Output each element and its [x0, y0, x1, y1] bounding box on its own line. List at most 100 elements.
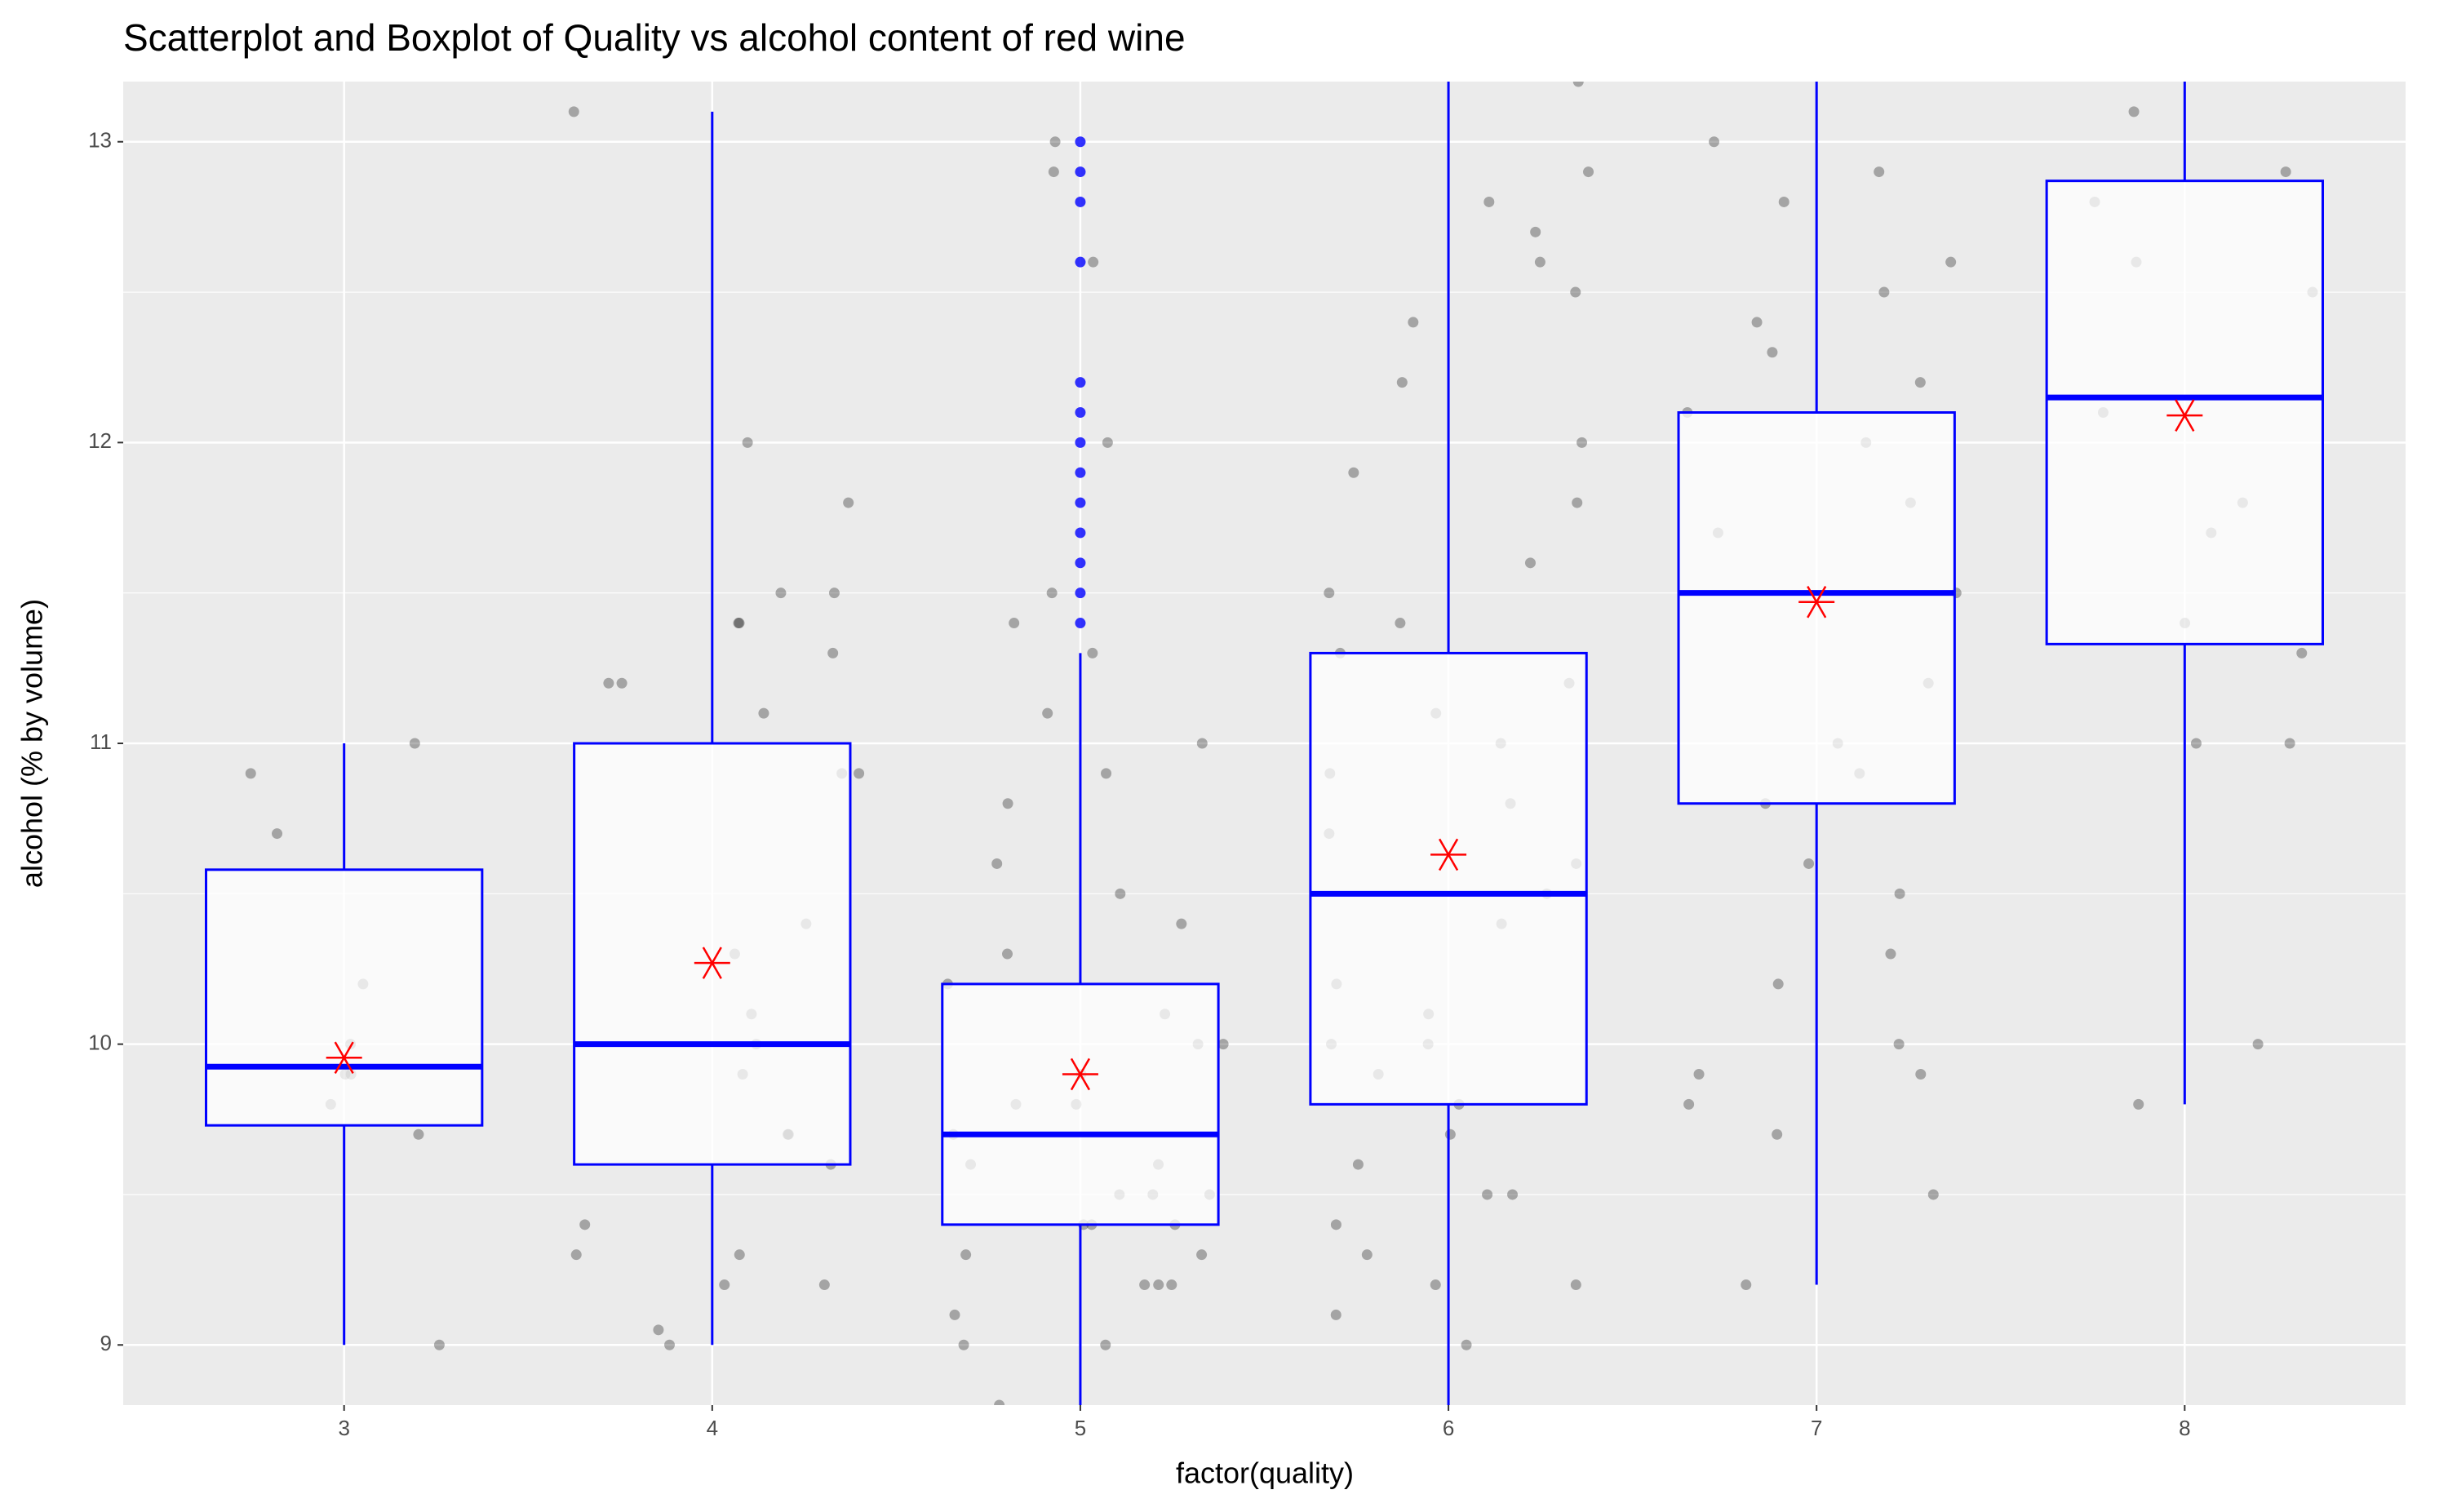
point [1572, 82, 1584, 87]
point [579, 1219, 591, 1230]
point [1002, 948, 1013, 960]
mean-stroke [1438, 838, 1459, 871]
box [1677, 411, 1956, 805]
point [2296, 647, 2308, 658]
point [1693, 1069, 1705, 1080]
box [573, 742, 852, 1166]
point [1352, 1159, 1364, 1170]
chart-title: Scatterplot and Boxplot of Quality vs al… [123, 16, 1186, 59]
point [1444, 1128, 1456, 1140]
point [1330, 1309, 1342, 1320]
point [991, 858, 1003, 869]
point [1100, 1339, 1111, 1350]
outlier [1075, 557, 1086, 569]
x-tick-label: 5 [1075, 1416, 1086, 1440]
box [1309, 651, 1588, 1106]
point [1878, 286, 1890, 298]
box [2045, 180, 2324, 645]
point [1709, 136, 1720, 148]
box [941, 982, 1220, 1226]
point [272, 828, 283, 840]
point [1885, 948, 1896, 960]
outlier [1075, 196, 1086, 207]
point [1139, 1279, 1151, 1291]
point [1348, 467, 1359, 478]
point [1087, 647, 1098, 658]
point [854, 768, 865, 779]
point [1102, 437, 1113, 448]
point [843, 497, 854, 508]
point [1534, 256, 1546, 268]
point [1048, 166, 1059, 178]
x-tick-label: 8 [2179, 1416, 2190, 1440]
point [1483, 196, 1495, 207]
point [245, 768, 256, 779]
point [1101, 768, 1112, 779]
point [2252, 1039, 2264, 1050]
point [1530, 226, 1541, 237]
point [1927, 1189, 1939, 1200]
outlier [1075, 136, 1086, 148]
point [1088, 256, 1099, 268]
point [2190, 738, 2202, 749]
point [1408, 317, 1419, 328]
point [568, 106, 579, 118]
point [733, 618, 744, 629]
mean-marker [694, 947, 730, 979]
point [2284, 738, 2295, 749]
point [1572, 497, 1583, 508]
point [1772, 978, 1784, 990]
y-tick-label: 10 [88, 1031, 112, 1055]
outlier [1075, 166, 1086, 178]
y-tick-label: 12 [88, 428, 112, 453]
x-tick-label: 3 [338, 1416, 349, 1440]
point [1507, 1189, 1519, 1200]
point [1482, 1189, 1493, 1200]
mean-marker [2166, 399, 2203, 432]
point [2280, 166, 2291, 178]
point [653, 1324, 664, 1336]
point [1874, 166, 1885, 178]
x-tick-label: 6 [1443, 1416, 1454, 1440]
point [1217, 1039, 1229, 1050]
outlier [1075, 437, 1086, 448]
outlier [1075, 618, 1086, 629]
point [664, 1339, 676, 1350]
point [949, 1309, 960, 1320]
point [1583, 166, 1594, 178]
point [1751, 317, 1763, 328]
mean-marker [1798, 585, 1835, 619]
marks [205, 82, 2324, 1405]
point [1461, 1339, 1472, 1350]
point [994, 1399, 1005, 1405]
outlier [1075, 527, 1086, 539]
point [742, 437, 753, 448]
point [960, 1249, 972, 1261]
y-tick-label: 11 [90, 729, 112, 754]
point [1683, 1098, 1695, 1110]
point [1570, 1279, 1581, 1291]
point [734, 1249, 745, 1261]
point [758, 707, 769, 719]
point [2128, 106, 2140, 118]
point [1330, 1219, 1342, 1230]
outlier [1075, 407, 1086, 418]
point [1395, 618, 1406, 629]
outlier [1075, 497, 1086, 508]
point [1046, 588, 1058, 599]
x-tick-label: 7 [1811, 1416, 1822, 1440]
point [1430, 1279, 1441, 1291]
point [818, 1279, 830, 1291]
point [1741, 1279, 1752, 1291]
point [1196, 738, 1208, 749]
mean-marker [1062, 1058, 1098, 1091]
mean-marker [1430, 838, 1467, 871]
point [433, 1339, 445, 1350]
y-tick-label: 9 [100, 1331, 112, 1355]
outlier [1075, 256, 1086, 268]
point [1914, 377, 1926, 388]
point [1115, 888, 1126, 899]
point [1570, 286, 1581, 298]
